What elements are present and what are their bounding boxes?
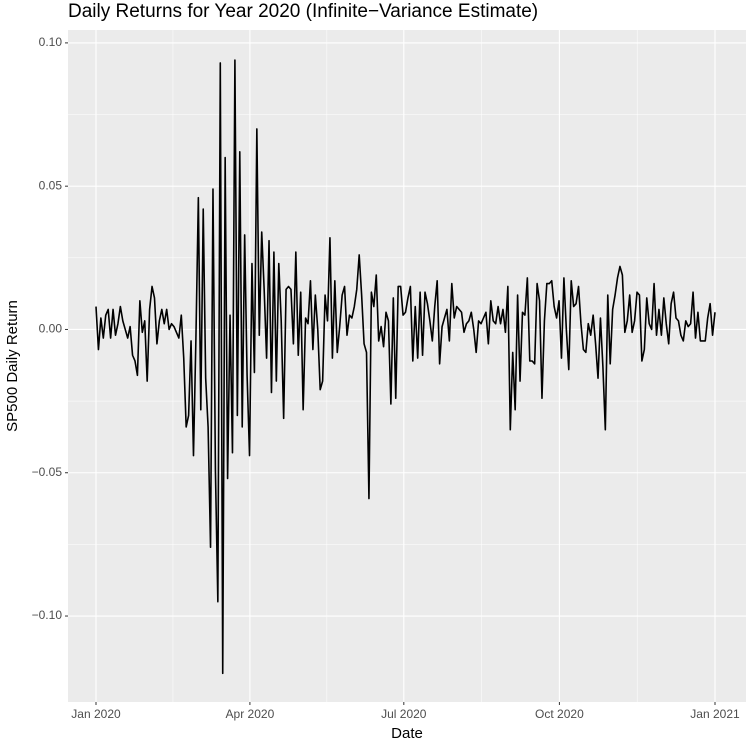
axes: −0.10 −0.05 0.00 0.05 0.10 Jan 2020 Apr 2020 Ju…	[32, 35, 740, 721]
y-axis-title: SP500 Daily Return	[4, 300, 21, 432]
x-tick-label: Oct 2020	[535, 707, 584, 721]
data-line	[95, 59, 716, 675]
x-tick-label: Jan 2021	[690, 707, 740, 721]
x-axis-title: Date	[391, 725, 423, 742]
y-tick-label: −0.05	[32, 465, 63, 479]
x-tick-label: Jul 2020	[381, 707, 427, 721]
y-tick-label: 0.10	[39, 35, 63, 49]
plot-panel	[68, 30, 746, 702]
y-tick-label: 0.00	[39, 322, 63, 336]
x-tick-label: Jan 2020	[71, 707, 121, 721]
y-tick-label: 0.05	[39, 178, 63, 192]
grid	[68, 30, 746, 702]
y-tick-label: −0.10	[32, 608, 63, 622]
x-tick-label: Apr 2020	[226, 707, 275, 721]
chart-title: Daily Returns for Year 2020 (Infinite−Va…	[68, 1, 538, 22]
